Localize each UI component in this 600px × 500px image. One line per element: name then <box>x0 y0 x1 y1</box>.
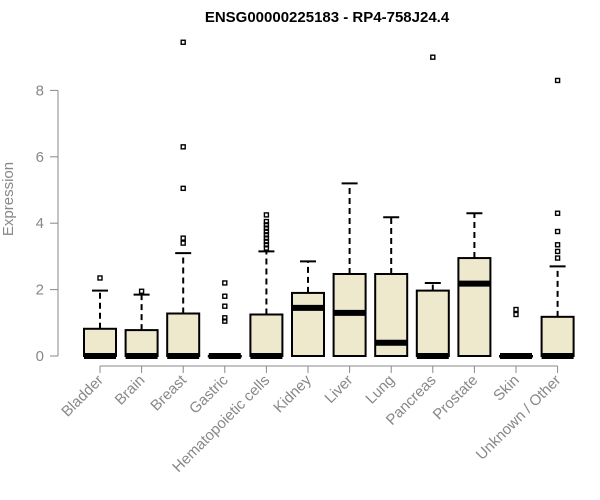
outlier-point <box>554 77 561 84</box>
box-group <box>207 280 242 359</box>
box-group <box>457 212 492 357</box>
y-axis-label: Expression <box>0 162 17 236</box>
x-tick-label: Brain <box>112 372 149 409</box>
y-tick-label: 8 <box>36 82 44 99</box>
box-group <box>374 216 409 357</box>
box <box>291 291 325 358</box>
outlier-point <box>222 315 228 321</box>
chart-title: ENSG00000225183 - RP4-758J24.4 <box>205 9 450 26</box>
outlier-point <box>222 280 228 286</box>
outlier-point <box>513 306 519 313</box>
outlier-point <box>430 54 436 60</box>
plot-area <box>83 39 575 359</box>
x-tick-label: Kidney <box>270 371 315 416</box>
outlier-point <box>97 275 103 281</box>
outlier-point <box>138 288 145 294</box>
outlier-point <box>180 39 186 45</box>
x-tick-label: Lung <box>362 372 398 408</box>
y-tick-label: 2 <box>36 282 44 299</box>
box-group <box>499 306 533 359</box>
y-tick-label: 4 <box>36 215 44 232</box>
outlier-point <box>180 235 186 241</box>
outlier-point <box>180 240 186 246</box>
box-group <box>166 39 201 359</box>
box-group <box>83 275 117 359</box>
box <box>457 257 492 357</box>
y-tick-label: 6 <box>36 149 44 166</box>
box <box>124 329 159 358</box>
outlier-point <box>554 210 561 216</box>
box-group <box>291 260 325 358</box>
box <box>249 313 284 357</box>
outlier-point <box>554 255 561 261</box>
outlier-point <box>222 303 228 309</box>
x-tick-label: Bladder <box>58 372 107 421</box>
outlier-point <box>180 185 186 192</box>
box <box>540 315 575 358</box>
box-group <box>332 182 367 357</box>
box-group <box>249 212 284 359</box>
box <box>166 312 201 357</box>
box-group <box>124 288 159 359</box>
outlier-point <box>222 293 228 299</box>
box-group <box>540 77 575 359</box>
box <box>83 327 117 357</box>
x-tick-label: Liver <box>321 372 356 407</box>
x-tick-label: Breast <box>147 371 190 414</box>
box <box>415 289 450 358</box>
x-tick-label: Prostate <box>430 372 482 424</box>
outlier-point <box>513 311 519 318</box>
outlier-point <box>554 248 561 255</box>
outlier-point <box>263 218 270 225</box>
outlier-point <box>554 228 561 235</box>
x-tick-label: Skin <box>490 372 523 405</box>
outlier-point <box>180 144 186 150</box>
outlier-point <box>263 212 270 218</box>
y-tick-label: 0 <box>36 348 44 365</box>
outlier-point <box>554 242 561 248</box>
box-group <box>415 54 450 359</box>
y-axis: 0 2 4 6 8 <box>36 82 59 365</box>
